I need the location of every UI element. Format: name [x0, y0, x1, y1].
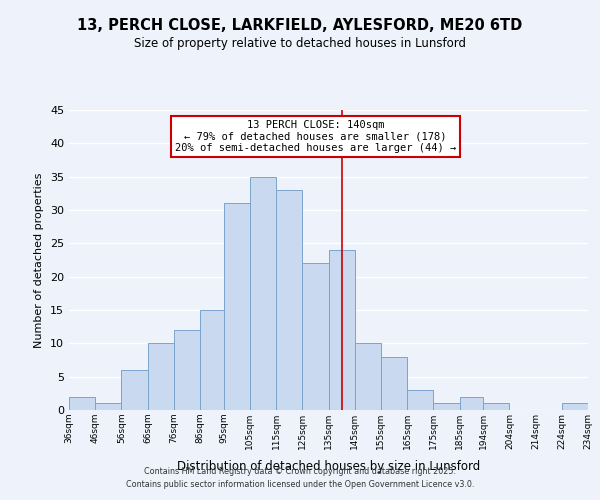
- Y-axis label: Number of detached properties: Number of detached properties: [34, 172, 44, 348]
- Bar: [276, 190, 302, 410]
- Bar: [355, 344, 381, 410]
- Text: Size of property relative to detached houses in Lunsford: Size of property relative to detached ho…: [134, 38, 466, 51]
- Text: 13, PERCH CLOSE, LARKFIELD, AYLESFORD, ME20 6TD: 13, PERCH CLOSE, LARKFIELD, AYLESFORD, M…: [77, 18, 523, 32]
- Bar: [483, 404, 509, 410]
- Bar: [329, 250, 355, 410]
- Bar: [407, 390, 433, 410]
- Bar: [121, 370, 148, 410]
- Bar: [69, 396, 95, 410]
- Bar: [562, 404, 588, 410]
- Bar: [433, 404, 460, 410]
- Bar: [200, 310, 224, 410]
- Bar: [174, 330, 200, 410]
- Bar: [381, 356, 407, 410]
- Text: Contains public sector information licensed under the Open Government Licence v3: Contains public sector information licen…: [126, 480, 474, 489]
- Bar: [460, 396, 483, 410]
- Bar: [302, 264, 329, 410]
- Bar: [95, 404, 121, 410]
- Text: Contains HM Land Registry data © Crown copyright and database right 2025.: Contains HM Land Registry data © Crown c…: [144, 467, 456, 476]
- Bar: [148, 344, 174, 410]
- Bar: [224, 204, 250, 410]
- Bar: [250, 176, 276, 410]
- X-axis label: Distribution of detached houses by size in Lunsford: Distribution of detached houses by size …: [177, 460, 480, 473]
- Text: 13 PERCH CLOSE: 140sqm
← 79% of detached houses are smaller (178)
20% of semi-de: 13 PERCH CLOSE: 140sqm ← 79% of detached…: [175, 120, 456, 153]
